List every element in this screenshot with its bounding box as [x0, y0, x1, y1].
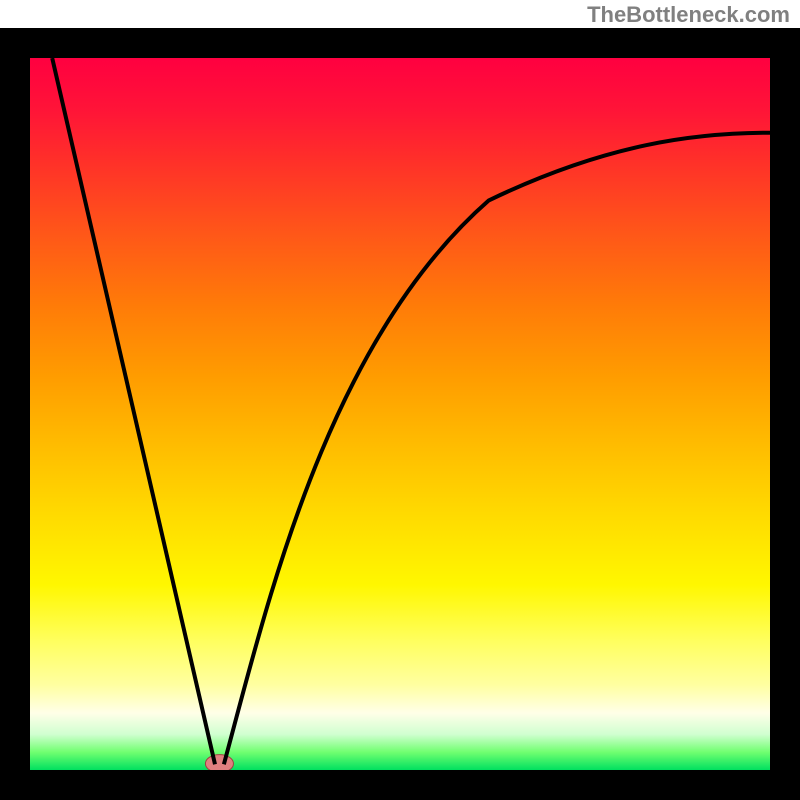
curve-left-branch [52, 58, 215, 764]
curve-layer [30, 58, 770, 770]
watermark-text: TheBottleneck.com [587, 2, 790, 28]
chart-container: TheBottleneck.com [0, 0, 800, 800]
plot-outer-area [0, 28, 800, 800]
plot-inner-area [30, 58, 770, 770]
curve-right-branch [224, 133, 770, 765]
vertex-marker [205, 755, 233, 770]
